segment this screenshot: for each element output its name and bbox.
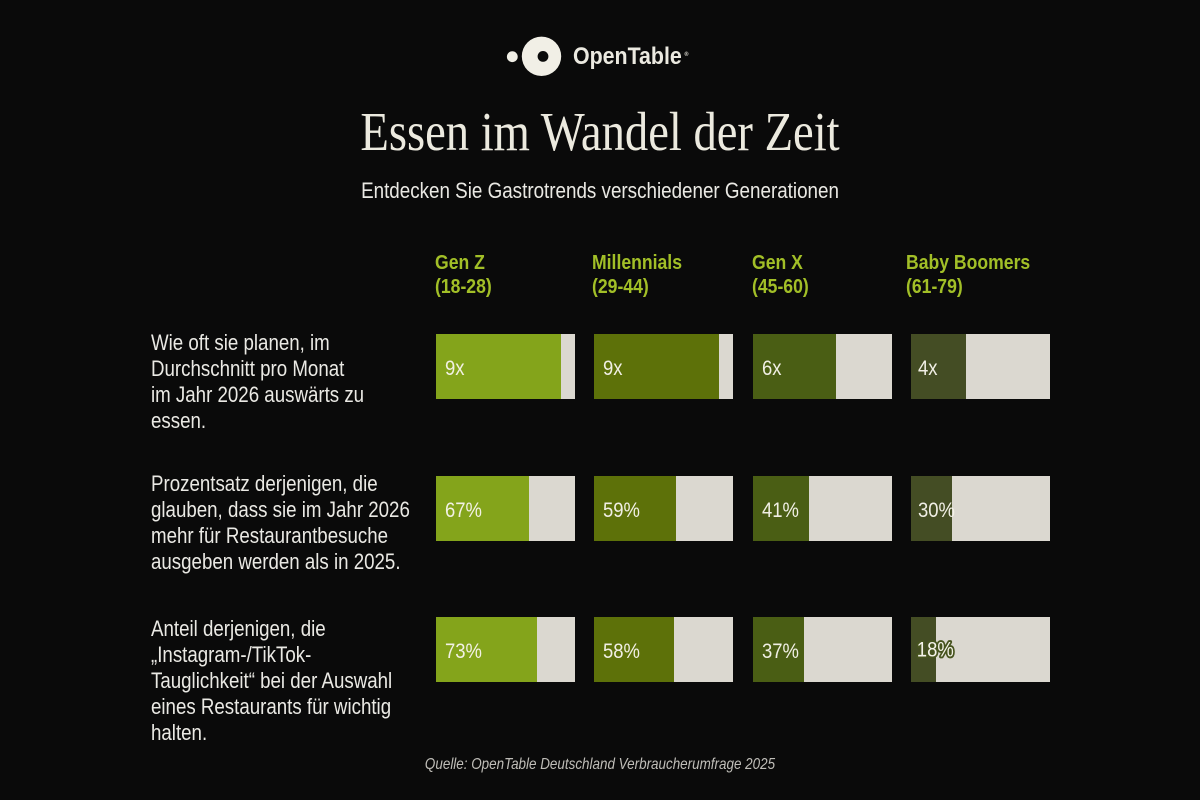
svg-text:18%: 18% [916, 638, 953, 661]
svg-text:18%: 18% [916, 638, 953, 661]
